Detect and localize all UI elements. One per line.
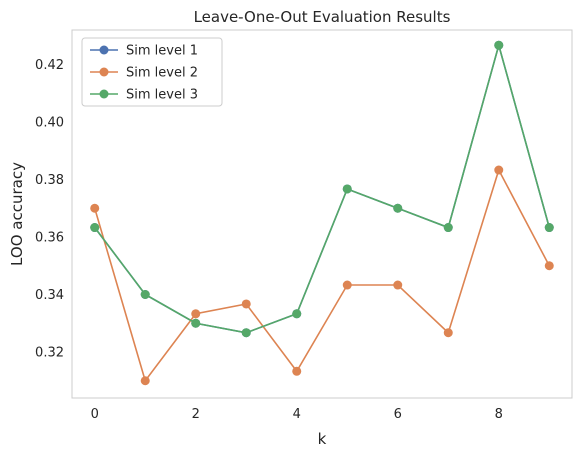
data-point — [191, 318, 201, 328]
data-point — [544, 261, 554, 271]
chart-title: Leave-One-Out Evaluation Results — [194, 8, 451, 26]
series-2 — [90, 165, 554, 386]
x-tick-label: 6 — [394, 407, 402, 422]
data-point — [241, 328, 251, 338]
data-point — [342, 184, 352, 194]
data-point — [292, 366, 302, 376]
data-point — [494, 40, 504, 50]
legend-marker — [99, 45, 109, 55]
y-tick-label: 0.40 — [35, 116, 64, 131]
series-3 — [90, 40, 554, 338]
y-tick-label: 0.38 — [35, 173, 64, 188]
x-axis-label: k — [318, 430, 327, 448]
x-axis: 0 2 4 6 8 — [91, 407, 503, 422]
x-tick-label: 8 — [495, 407, 503, 422]
y-tick-label: 0.36 — [35, 231, 64, 246]
legend-marker — [99, 89, 109, 99]
legend-label: Sim level 2 — [126, 66, 198, 81]
y-tick-label: 0.32 — [35, 346, 64, 361]
legend-marker — [99, 67, 109, 77]
legend-label: Sim level 1 — [126, 44, 198, 59]
legend-item: Sim level 1 — [90, 44, 198, 59]
x-tick-label: 0 — [91, 407, 99, 422]
data-point — [90, 223, 100, 233]
data-point — [544, 223, 554, 233]
data-point — [191, 309, 201, 319]
series-layer — [90, 40, 554, 386]
legend-box — [81, 37, 223, 107]
y-axis-label: LOO accuracy — [8, 162, 26, 266]
legend-item: Sim level 3 — [90, 88, 198, 103]
data-point — [393, 280, 403, 290]
legend-label: Sim level 3 — [126, 88, 198, 103]
data-point — [342, 280, 352, 290]
series-line — [94, 42, 551, 334]
data-point — [292, 309, 302, 319]
data-point — [140, 376, 150, 386]
data-point — [140, 290, 150, 299]
data-point — [494, 165, 504, 175]
data-point — [393, 203, 403, 213]
legend-item: Sim level 2 — [90, 66, 198, 81]
data-point — [241, 299, 251, 309]
x-tick-label: 2 — [192, 407, 200, 422]
data-point — [443, 328, 453, 338]
data-point — [90, 203, 100, 213]
series-line — [93, 167, 550, 383]
data-point — [443, 223, 453, 233]
legend: Sim level 1 Sim level 2 Sim level 3 — [81, 37, 223, 107]
y-tick-label: 0.34 — [35, 288, 64, 303]
y-axis: 0.32 0.34 0.36 0.38 0.40 0.42 — [35, 58, 64, 361]
y-tick-label: 0.42 — [35, 58, 64, 73]
x-tick-label: 4 — [293, 407, 301, 422]
